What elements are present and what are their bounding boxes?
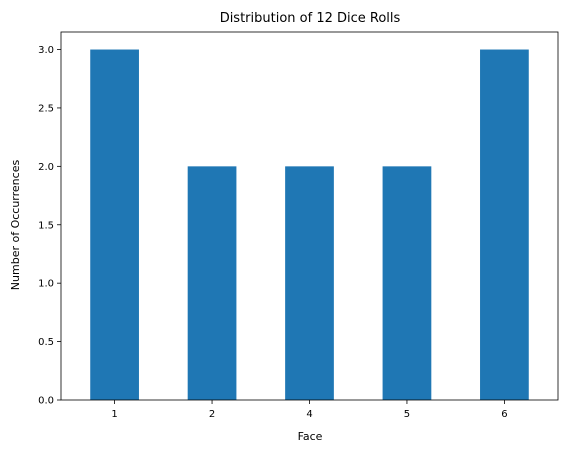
bar-face-1 — [90, 49, 139, 401]
x-tick-label: 2 — [209, 409, 215, 420]
x-tick-label: 5 — [404, 409, 410, 420]
y-tick-label: 3.0 — [38, 45, 54, 56]
y-axis-label: Number of Occurrences — [9, 160, 22, 291]
y-tick-label: 0.0 — [38, 396, 54, 407]
x-tick-label: 1 — [111, 409, 117, 420]
x-tick-label: 4 — [306, 409, 312, 420]
bar-face-4 — [285, 166, 334, 400]
x-axis-label: Face — [298, 430, 323, 443]
chart-title: Distribution of 12 Dice Rolls — [220, 11, 401, 26]
y-tick-label: 2.0 — [38, 162, 54, 173]
x-axis-ticks: 1 2 4 5 6 — [111, 400, 508, 420]
bars-group — [90, 49, 529, 401]
y-tick-label: 0.5 — [38, 337, 54, 348]
y-tick-label: 2.5 — [38, 103, 54, 114]
bar-face-6 — [480, 49, 529, 401]
bar-face-5 — [382, 166, 432, 400]
x-tick-label: 6 — [501, 409, 507, 420]
y-axis-ticks: 0.0 0.5 1.0 1.5 2.0 2.5 3.0 — [38, 45, 61, 407]
bar-face-2 — [187, 166, 237, 400]
y-tick-label: 1.5 — [38, 220, 54, 231]
y-tick-label: 1.0 — [38, 279, 54, 290]
